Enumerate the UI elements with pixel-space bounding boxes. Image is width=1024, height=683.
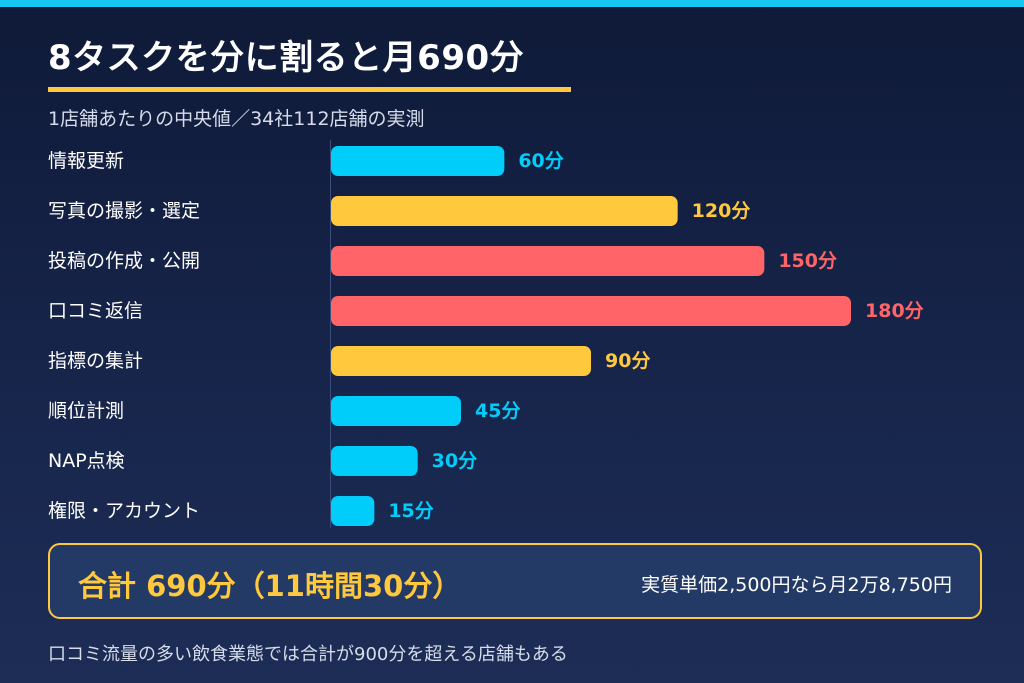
- bar: [331, 246, 765, 276]
- bar-value-label: 120分: [692, 200, 751, 222]
- bar: [331, 396, 461, 426]
- total-label: 合計 690分（11時間30分）: [78, 569, 462, 603]
- category-label: 順位計測: [48, 400, 124, 422]
- bar-value-label: 180分: [865, 300, 924, 322]
- page-subtitle: 1店舗あたりの中央値／34社112店舗の実測: [48, 108, 425, 130]
- category-label: 口コミ返信: [48, 300, 143, 322]
- category-label: 写真の撮影・選定: [48, 200, 200, 222]
- bar-value-label: 90分: [605, 350, 650, 372]
- bar: [331, 446, 418, 476]
- bar: [331, 346, 591, 376]
- category-label: 情報更新: [48, 150, 124, 172]
- category-label: 権限・アカウント: [48, 500, 200, 522]
- bar: [331, 496, 375, 526]
- bar: [331, 296, 851, 326]
- bar-value-label: 150分: [778, 250, 837, 272]
- total-summary-box: 合計 690分（11時間30分） 実質単価2,500円なら月2万8,750円: [48, 543, 982, 619]
- title-underline: [48, 87, 571, 92]
- price-note: 実質単価2,500円なら月2万8,750円: [641, 574, 952, 596]
- category-label: 投稿の作成・公開: [48, 250, 200, 272]
- bar: [331, 146, 505, 176]
- footnote: 口コミ流量の多い飲食業態では合計が900分を超える店舗もある: [48, 644, 568, 665]
- top-accent-bar: [0, 0, 1024, 7]
- category-label: NAP点検: [48, 450, 125, 472]
- bar-value-label: 15分: [388, 500, 433, 522]
- bar: [331, 196, 678, 226]
- bar-value-label: 30分: [432, 450, 477, 472]
- page-title: 8タスクを分に割ると月690分: [48, 38, 525, 78]
- category-label: 指標の集計: [48, 350, 143, 372]
- bar-value-label: 45分: [475, 400, 520, 422]
- bar-value-label: 60分: [518, 150, 563, 172]
